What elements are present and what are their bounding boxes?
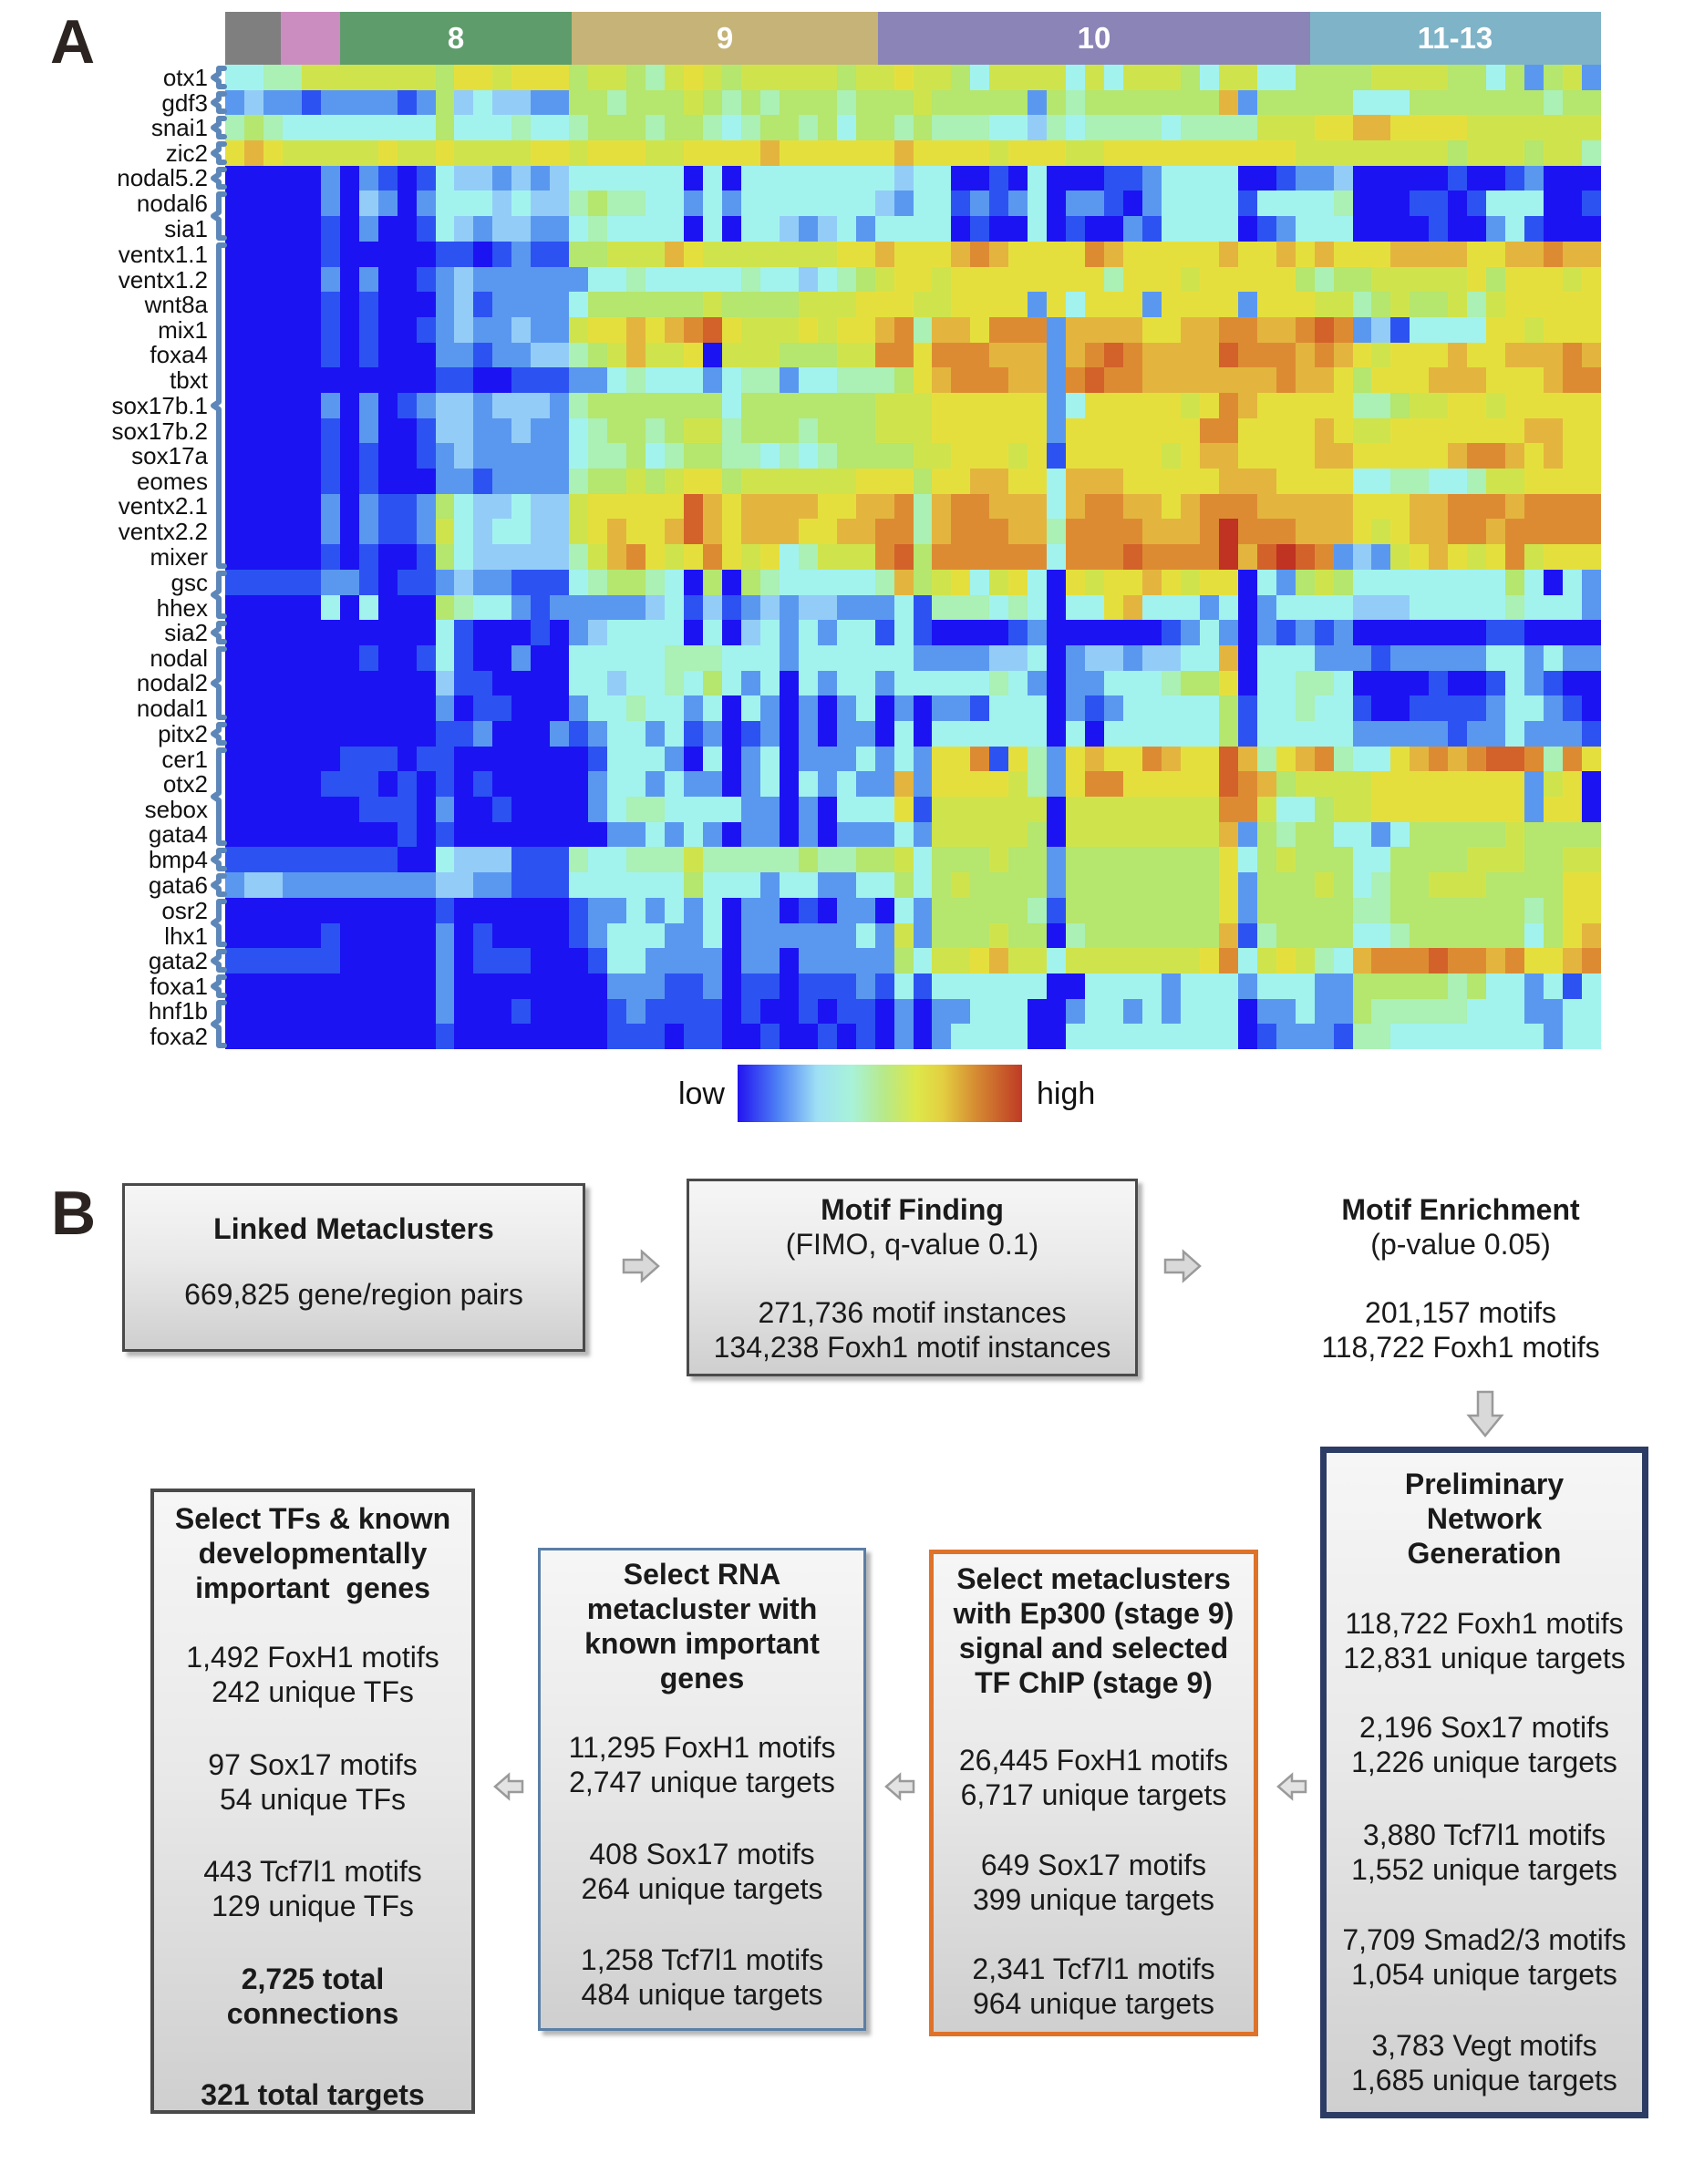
svg-text:9: 9 — [717, 21, 733, 55]
svg-text:sia1: sia1 — [164, 215, 208, 242]
svg-text:foxa4: foxa4 — [150, 341, 208, 368]
svg-text:sox17b.2: sox17b.2 — [111, 417, 208, 445]
svg-text:osr2: osr2 — [161, 897, 208, 924]
svg-text:wnt8a: wnt8a — [144, 291, 209, 318]
svg-text:gsc: gsc — [171, 569, 208, 596]
svg-text:foxa2: foxa2 — [150, 1023, 208, 1050]
svg-text:mixer: mixer — [150, 543, 208, 571]
svg-text:ventx1.1: ventx1.1 — [119, 241, 208, 268]
svg-text:mix1: mix1 — [158, 316, 208, 344]
svg-text:sox17a: sox17a — [131, 442, 208, 469]
svg-text:11-13: 11-13 — [1418, 21, 1493, 55]
svg-text:tbxt: tbxt — [170, 366, 209, 394]
svg-text:ventx2.1: ventx2.1 — [119, 492, 208, 520]
svg-text:cer1: cer1 — [161, 746, 208, 773]
svg-text:otx1: otx1 — [163, 64, 208, 91]
svg-text:gdf3: gdf3 — [161, 89, 208, 117]
svg-text:nodal6: nodal6 — [137, 190, 208, 217]
svg-text:eomes: eomes — [137, 468, 208, 495]
svg-text:lhx1: lhx1 — [164, 922, 208, 950]
svg-text:gata6: gata6 — [149, 871, 208, 899]
svg-text:sox17b.1: sox17b.1 — [111, 392, 208, 419]
svg-text:snai1: snai1 — [151, 114, 208, 141]
svg-text:bmp4: bmp4 — [149, 846, 208, 873]
svg-text:otx2: otx2 — [163, 770, 208, 798]
svg-text:zic2: zic2 — [166, 139, 208, 167]
svg-text:hnf1b: hnf1b — [149, 997, 208, 1025]
svg-text:low: low — [678, 1077, 725, 1111]
svg-text:nodal: nodal — [150, 644, 208, 672]
svg-text:8: 8 — [448, 21, 464, 55]
svg-text:sebox: sebox — [145, 796, 208, 823]
svg-text:nodal1: nodal1 — [137, 695, 208, 722]
svg-text:10: 10 — [1078, 21, 1111, 55]
svg-text:pitx2: pitx2 — [158, 720, 208, 747]
svg-text:nodal2: nodal2 — [137, 669, 208, 696]
svg-text:hhex: hhex — [157, 594, 208, 622]
svg-text:foxa1: foxa1 — [150, 973, 208, 1000]
svg-text:ventx1.2: ventx1.2 — [119, 266, 208, 294]
svg-text:ventx2.2: ventx2.2 — [119, 518, 208, 545]
svg-text:nodal5.2: nodal5.2 — [117, 164, 208, 191]
svg-text:gata2: gata2 — [149, 947, 208, 974]
svg-text:high: high — [1037, 1077, 1095, 1111]
svg-text:gata4: gata4 — [149, 820, 208, 848]
svg-text:sia2: sia2 — [164, 619, 208, 646]
